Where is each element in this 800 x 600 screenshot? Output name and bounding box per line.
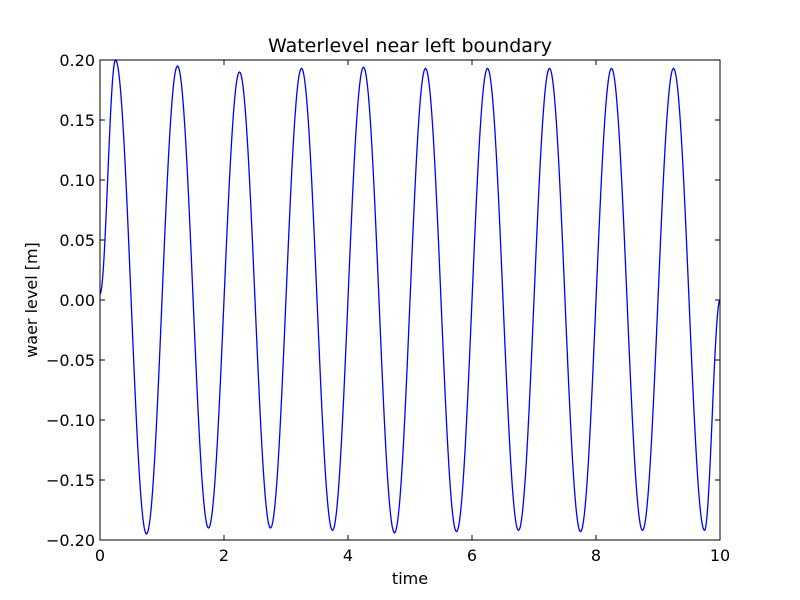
series-line	[99, 59, 721, 535]
y-tick-label: −0.05	[46, 351, 95, 370]
x-tick-label: 0	[95, 546, 105, 565]
y-tick-label: 0.05	[59, 231, 95, 250]
y-tick-label: −0.20	[46, 531, 95, 550]
x-tick-label: 2	[219, 546, 229, 565]
y-tick-label: −0.10	[46, 411, 95, 430]
y-axis-label: waer level [m]	[22, 242, 41, 358]
x-tick-label: 4	[343, 546, 353, 565]
x-tick-label: 8	[591, 546, 601, 565]
y-tick-label: 0.15	[59, 111, 95, 130]
chart-title: Waterlevel near left boundary	[268, 35, 552, 57]
x-axis: 0 2 4 6 8 10	[95, 60, 730, 565]
y-tick-label: 0.00	[59, 291, 95, 310]
y-tick-label: −0.15	[46, 471, 95, 490]
series-layer	[99, 59, 721, 535]
y-tick-label: 0.10	[59, 171, 95, 190]
x-tick-label: 10	[710, 546, 730, 565]
y-axis: −0.20 −0.15 −0.10 −0.05 0.00 0.05 0.10 0.15 0.20	[46, 51, 720, 550]
x-axis-label: time	[392, 569, 428, 588]
y-tick-label: 0.20	[59, 51, 95, 70]
x-tick-label: 6	[467, 546, 477, 565]
